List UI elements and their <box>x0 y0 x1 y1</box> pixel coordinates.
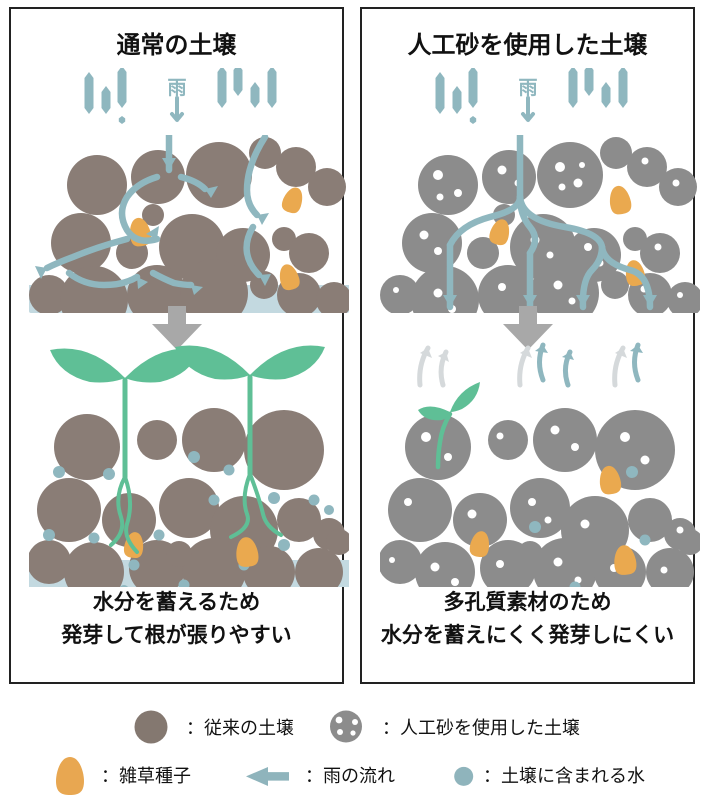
svg-text:：人工砂を使用した土壌: ：人工砂を使用した土壌 <box>382 718 580 738</box>
svg-text:雨: 雨 <box>167 78 186 99</box>
svg-text:：雑草種子: ：雑草種子 <box>101 766 191 786</box>
svg-text:：雨の流れ: ：雨の流れ <box>305 766 395 786</box>
svg-text:：土壌に含まれる水: ：土壌に含まれる水 <box>483 766 645 786</box>
svg-text:：従来の土壌: ：従来の土壌 <box>186 718 294 738</box>
svg-text:雨: 雨 <box>518 78 537 99</box>
